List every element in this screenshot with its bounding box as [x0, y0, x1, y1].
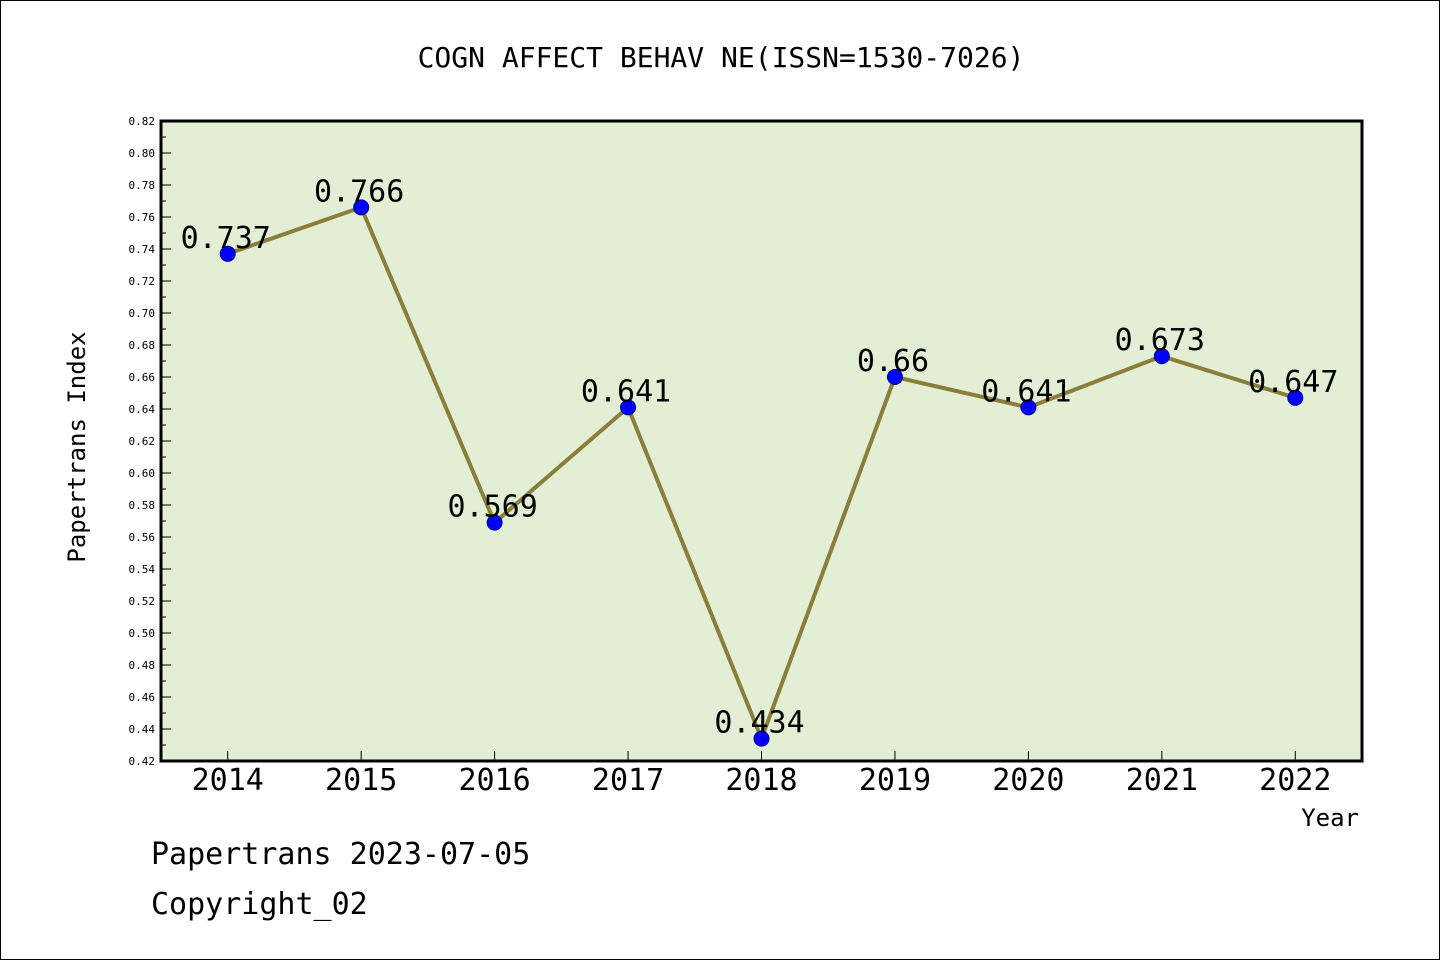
data-label: 0.434 — [714, 706, 804, 741]
y-tick-label: 0.46 — [129, 691, 156, 704]
plot-border — [159, 119, 1364, 763]
data-point — [886, 369, 903, 385]
y-tick-label: 0.80 — [129, 147, 156, 160]
footer-date: Papertrans 2023-07-05 — [151, 837, 530, 872]
data-series: 0.737 0.766 0.569 0.641 0.434 0.66 0.641 0.673 0… — [181, 174, 1338, 747]
x-tick-label: 2021 — [1126, 763, 1198, 798]
y-tick-label: 0.44 — [129, 723, 156, 736]
data-point — [353, 199, 370, 216]
data-point — [620, 399, 637, 416]
y-tick-label: 0.62 — [129, 435, 156, 448]
data-label: 0.66 — [857, 344, 929, 379]
data-label: 0.766 — [314, 174, 404, 209]
footer-copyright: Copyright_02 — [151, 887, 368, 922]
chart-title: COGN AFFECT BEHAV NE(ISSN=1530-7026) — [418, 41, 1025, 74]
y-tick-label: 0.42 — [129, 755, 156, 768]
y-tick-label: 0.60 — [129, 467, 156, 480]
data-point — [1153, 348, 1170, 365]
x-tick-label: 2014 — [192, 763, 264, 798]
y-tick-label: 0.66 — [129, 371, 156, 384]
data-label: 0.641 — [981, 374, 1071, 409]
y-tick-label: 0.70 — [129, 307, 156, 320]
x-axis-label: Year — [1301, 804, 1359, 832]
y-tick-label: 0.64 — [129, 403, 156, 416]
y-tick-label: 0.68 — [129, 339, 156, 352]
y-tick-label: 0.50 — [129, 627, 156, 640]
y-tick-label: 0.52 — [129, 595, 156, 608]
x-tick-label: 2015 — [325, 763, 397, 798]
x-tick-label: 2020 — [992, 763, 1064, 798]
y-tick-label: 0.82 — [129, 115, 156, 128]
y-tick-label: 0.74 — [129, 243, 156, 256]
y-tick-label: 0.56 — [129, 531, 156, 544]
y-tick-label: 0.76 — [129, 211, 156, 224]
y-axis-ticks: 0.42 0.44 0.46 0.48 0.50 0.52 0.54 0.56 0.58 0.60… — [129, 115, 171, 768]
y-tick-label: 0.48 — [129, 659, 156, 672]
data-point — [1287, 389, 1304, 406]
data-label: 0.737 — [181, 221, 271, 256]
x-tick-label: 2022 — [1259, 763, 1331, 798]
x-tick-label: 2016 — [458, 763, 530, 798]
data-point — [219, 245, 236, 262]
data-point — [1020, 399, 1037, 416]
y-tick-label: 0.78 — [129, 179, 156, 192]
x-tick-label: 2019 — [859, 763, 931, 798]
data-label: 0.673 — [1115, 323, 1205, 358]
data-label: 0.569 — [447, 490, 537, 525]
data-label: 0.641 — [581, 374, 671, 409]
plot-area — [161, 121, 1362, 761]
data-point — [753, 730, 770, 747]
data-label: 0.647 — [1248, 365, 1338, 400]
y-tick-label: 0.54 — [129, 563, 156, 576]
data-point — [486, 514, 503, 531]
y-axis-label: Papertrans Index — [63, 331, 91, 562]
x-tick-label: 2017 — [592, 763, 664, 798]
y-tick-label: 0.72 — [129, 275, 156, 288]
y-tick-label: 0.58 — [129, 499, 156, 512]
x-tick-label: 2018 — [725, 763, 797, 798]
x-axis-ticks: 2014 2015 2016 2017 2018 2019 2020 2021 2022 — [192, 751, 1331, 798]
